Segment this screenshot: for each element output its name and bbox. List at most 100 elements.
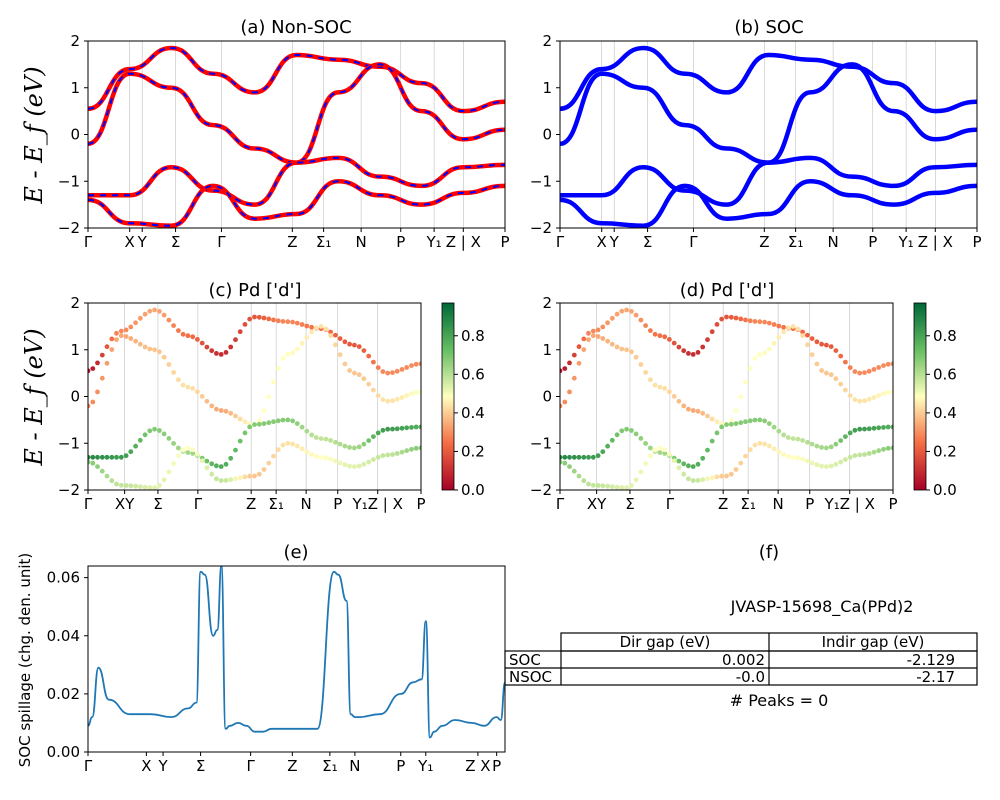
band-point-c	[133, 338, 139, 344]
band-point-c	[394, 396, 400, 402]
xtick-label-d: Γ	[556, 495, 565, 513]
band-point-c	[223, 461, 229, 467]
ytick-label-d: 2	[542, 294, 552, 312]
band-point-c	[142, 311, 148, 317]
band-point-d	[776, 449, 782, 455]
band-point-d	[838, 438, 844, 443]
band-point-d	[890, 389, 893, 395]
band-point-c	[157, 428, 162, 433]
band-point-c	[95, 454, 100, 460]
xtick-label-d: Z	[718, 495, 728, 513]
band-point-d	[724, 473, 729, 479]
band-point-d	[586, 337, 591, 342]
band-point-c	[209, 461, 215, 467]
band-point-c	[385, 426, 391, 432]
band-point-c	[294, 320, 300, 326]
band-point-c	[404, 365, 410, 370]
band-point-c	[304, 335, 310, 340]
band-point-c	[176, 445, 181, 451]
band-point-d	[890, 445, 893, 451]
band-point-c	[275, 447, 281, 453]
band-point-d	[890, 361, 893, 367]
band-point-d	[586, 330, 591, 336]
band-point-c	[371, 387, 376, 393]
band-point-d	[724, 422, 729, 427]
band-point-d	[857, 370, 863, 376]
band-point-c	[280, 319, 286, 324]
xtick-label-e: P	[492, 757, 501, 775]
band-point-c	[347, 368, 352, 373]
band-point-c	[294, 346, 300, 352]
ytick-label-c: 1	[70, 341, 80, 359]
band-point-c	[185, 384, 191, 390]
row-nsoc-indir: -2.17	[916, 668, 955, 686]
band-point-d	[614, 484, 620, 490]
band-point-c	[328, 329, 333, 335]
band-point-d	[838, 459, 844, 465]
band-point-d	[657, 450, 663, 455]
spillage-line	[88, 566, 505, 739]
band-point-d	[852, 397, 858, 402]
band-point-c	[275, 318, 281, 324]
band-point-d	[652, 331, 658, 337]
xtick-label-e: Z X	[465, 757, 490, 775]
band-point-c	[256, 421, 262, 427]
band-point-d	[643, 441, 648, 446]
band-point-c	[166, 436, 172, 441]
xtick-label-c: N	[300, 495, 311, 513]
band-point-c	[152, 307, 158, 313]
band-point-d	[790, 436, 796, 441]
band-point-d	[676, 344, 682, 350]
band-point-d	[824, 464, 829, 469]
band-point-c	[171, 323, 177, 328]
band-point-d	[581, 478, 587, 484]
band-point-c	[294, 421, 300, 426]
band-point-d	[709, 475, 715, 481]
band-point-d	[567, 389, 572, 395]
band-point-d	[690, 352, 696, 357]
band-point-d	[814, 462, 820, 468]
band-point-c	[337, 441, 343, 447]
band-point-d	[595, 483, 601, 488]
band-point-d	[847, 430, 853, 436]
band-point-d	[833, 348, 839, 353]
xtick-label-e: Γ	[84, 757, 93, 775]
band-point-c	[123, 327, 129, 333]
band-point-c	[95, 464, 100, 469]
band-point-d	[781, 329, 786, 335]
band-point-c	[304, 323, 310, 329]
band-point-c	[394, 451, 400, 456]
band-point-d	[619, 485, 625, 490]
band-point-d	[571, 468, 577, 474]
band-point-c	[371, 434, 376, 439]
band-point-d	[562, 460, 568, 466]
ytick-label-a: −2	[58, 219, 80, 237]
band-point-d	[714, 430, 720, 436]
band-point-d	[800, 329, 805, 335]
band-point-c	[418, 361, 421, 367]
band-point-c	[318, 436, 324, 441]
band-point-c	[237, 438, 243, 444]
band-point-c	[266, 394, 272, 400]
band-point-c	[404, 425, 410, 431]
ytick-label-c: 0	[70, 388, 80, 406]
band-point-d	[871, 425, 877, 431]
band-point-c	[99, 375, 105, 381]
band-point-c	[171, 441, 177, 446]
band-point-d	[686, 463, 691, 469]
band-point-c	[214, 476, 219, 482]
band-point-c	[104, 473, 110, 479]
band-point-c	[352, 342, 357, 348]
band-point-d	[814, 443, 820, 449]
band-point-c	[223, 478, 229, 483]
band-point-c	[88, 368, 91, 374]
band-point-c	[385, 370, 391, 376]
band-point-d	[657, 445, 663, 451]
band-point-c	[209, 403, 215, 409]
band-point-c	[356, 372, 362, 378]
band-point-d	[809, 336, 815, 341]
band-point-d	[560, 403, 563, 409]
band-point-c	[118, 482, 124, 488]
band-point-c	[185, 333, 191, 339]
ytick-label-d: 0	[542, 388, 552, 406]
